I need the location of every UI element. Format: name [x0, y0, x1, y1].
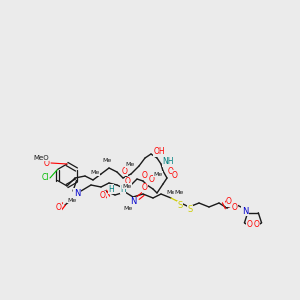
Text: O: O [142, 184, 148, 193]
Text: O: O [226, 197, 232, 206]
Text: O: O [172, 170, 178, 179]
Text: Me: Me [167, 190, 176, 194]
Text: O: O [149, 175, 155, 184]
Text: O: O [125, 178, 131, 187]
Text: Me: Me [123, 206, 133, 211]
Text: S: S [188, 206, 193, 214]
Text: O: O [142, 170, 148, 179]
Text: O: O [232, 203, 238, 212]
Text: O: O [122, 167, 128, 176]
Text: MeO: MeO [33, 155, 49, 161]
Text: O: O [168, 167, 174, 176]
Text: O: O [247, 220, 252, 229]
Text: NH: NH [162, 158, 174, 166]
Text: Cl: Cl [41, 173, 49, 182]
Text: H: H [108, 184, 114, 194]
Text: N: N [242, 206, 248, 215]
Text: Me: Me [153, 172, 163, 176]
Text: O: O [44, 158, 50, 167]
Text: OH: OH [153, 148, 165, 157]
Text: O: O [254, 220, 260, 229]
Text: S: S [177, 202, 183, 211]
Text: Me: Me [174, 190, 184, 196]
Text: Me: Me [122, 184, 132, 188]
Text: Me: Me [68, 197, 76, 202]
Text: Me: Me [102, 158, 112, 164]
Text: N: N [74, 188, 80, 197]
Text: O: O [100, 191, 106, 200]
Text: H: H [120, 184, 126, 194]
Text: O: O [56, 203, 62, 212]
Text: Me: Me [125, 163, 135, 167]
Text: N: N [130, 197, 136, 206]
Text: Me: Me [90, 170, 100, 175]
